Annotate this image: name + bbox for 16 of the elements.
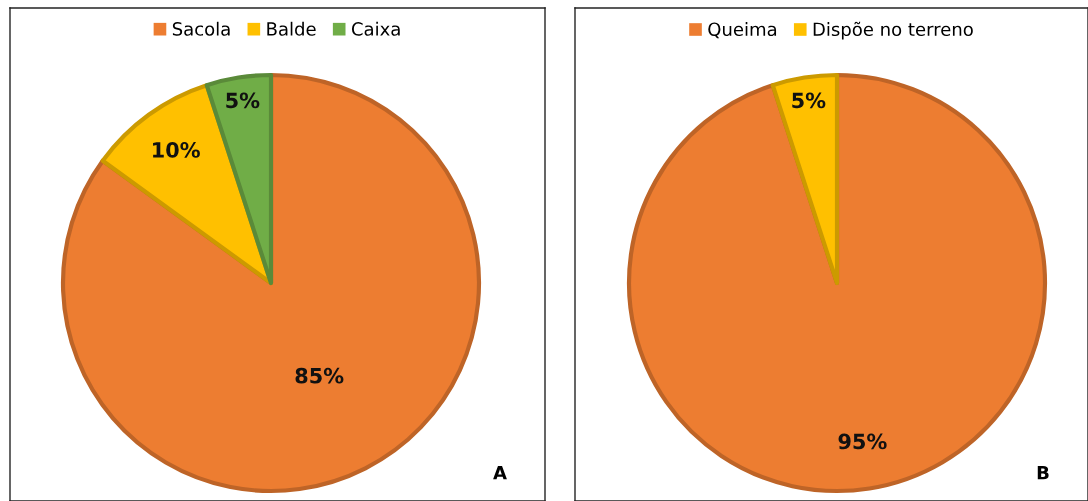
data-label: 10% [153,142,200,158]
data-label: 5% [792,92,826,109]
legend-label: Balde [267,21,316,36]
data-label: 5% [226,92,260,109]
data-label: 95% [838,433,887,450]
legend-label: Caixa [351,21,400,36]
pie-slice [626,72,1048,494]
pie-slice [204,72,274,286]
legend-label: Dispõe no terreno [813,21,973,40]
legend-label: Sacola [172,21,230,36]
pie-slice [60,72,482,494]
legend-label: Queima [708,22,777,39]
data-label: 85% [295,367,344,384]
text: B [1037,466,1049,480]
text: A [493,466,507,480]
pie-slice [770,72,840,286]
